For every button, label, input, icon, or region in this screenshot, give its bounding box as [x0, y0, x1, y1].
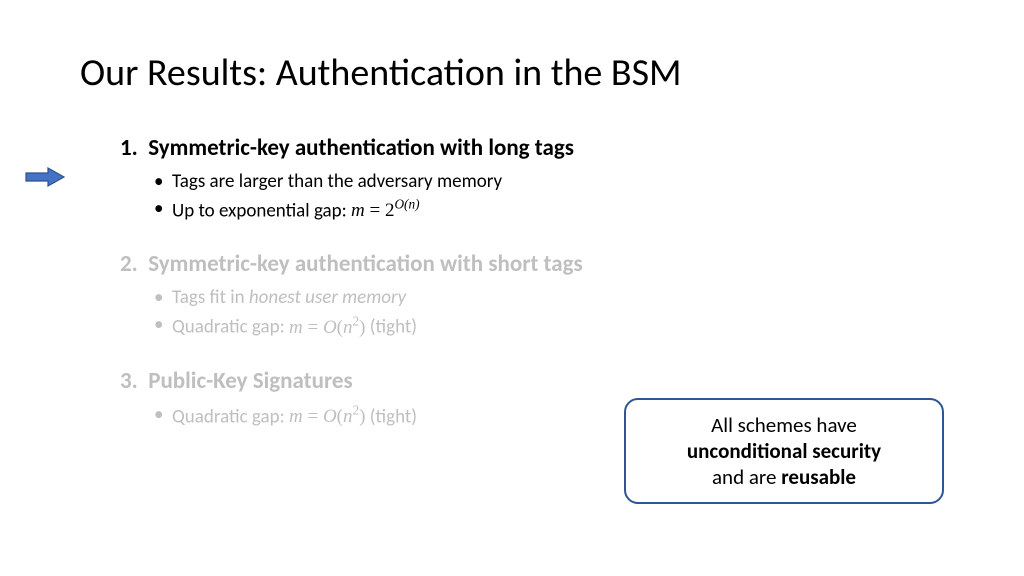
item-3-num: 3. [120, 367, 138, 395]
callout-box: All schemes have unconditional security … [624, 398, 944, 504]
item-2-bullet-1: Quadratic gap: m = O(n2) (tight) [154, 313, 944, 338]
item-2-bullets: Tags fit in honest user memory Quadratic… [154, 286, 944, 338]
item-3-title: Public-Key Signatures [148, 367, 352, 395]
item-2-title: Symmetric-key authentication with short … [148, 250, 583, 278]
math-quad-2: m = O(n2) [289, 405, 366, 428]
item-2-bullet-0: Tags fit in honest user memory [154, 286, 944, 309]
callout-line2: unconditional security [687, 438, 881, 464]
page-title: Our Results: Authentication in the BSM [80, 50, 944, 96]
item-1-title: Symmetric-key authentication with long t… [148, 134, 574, 162]
callout-line3-bold: reusable [781, 464, 856, 490]
item-1-heading: 1. Symmetric-key authentication with lon… [120, 134, 944, 162]
item-1-bullets: Tags are larger than the adversary memor… [154, 170, 944, 222]
item-3-heading: 3. Public-Key Signatures [120, 367, 944, 395]
item-1-bullet-1: Up to exponential gap: m = 2O(n) [154, 197, 944, 222]
content-body: 1. Symmetric-key authentication with lon… [80, 134, 944, 428]
item-1: 1. Symmetric-key authentication with lon… [120, 134, 944, 222]
slide: Our Results: Authentication in the BSM 1… [0, 0, 1024, 576]
item-2-heading: 2. Symmetric-key authentication with sho… [120, 250, 944, 278]
item-2-num: 2. [120, 250, 138, 278]
math-exp: m = 2O(n) [351, 199, 420, 222]
callout-line3-pre: and are [712, 464, 781, 490]
callout-line1: All schemes have [711, 412, 857, 438]
item-1-num: 1. [120, 134, 138, 162]
math-quad-1: m = O(n2) [289, 316, 366, 339]
item-2: 2. Symmetric-key authentication with sho… [120, 250, 944, 338]
arrow-icon [24, 166, 66, 193]
item-1-bullet-0: Tags are larger than the adversary memor… [154, 170, 944, 193]
